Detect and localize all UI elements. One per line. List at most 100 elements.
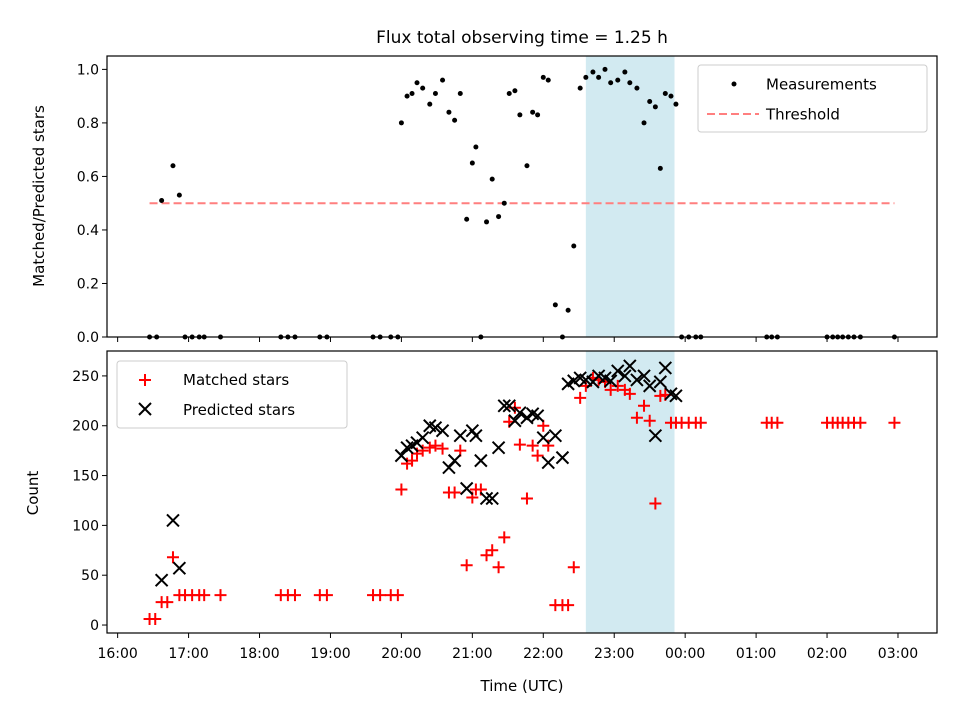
predicted-star-point <box>530 409 545 423</box>
measurement-point <box>473 144 479 150</box>
measurement-point <box>540 74 546 80</box>
top-plot-frame <box>106 55 938 338</box>
top-y-axis-ticks: 0.0 0.2 0.4 0.6 0.8 1.0 <box>77 62 107 346</box>
x-tick-label: 21:00 <box>452 646 492 662</box>
top-legend: Measurements Threshold <box>697 64 928 133</box>
measurement-point <box>427 101 433 107</box>
predicted-star-point <box>603 374 618 388</box>
predicted-star-point <box>618 369 632 383</box>
measurement-point <box>176 192 182 198</box>
matched-star-point <box>391 589 404 602</box>
predicted-star-point <box>394 448 409 463</box>
measurement-point <box>602 66 608 72</box>
legend-predicted-marker <box>138 402 152 416</box>
matched-star-point <box>574 391 587 404</box>
x-tick-label: 17:00 <box>168 646 208 662</box>
measurement-point <box>432 90 438 96</box>
bottom-y-axis-label: Count <box>24 471 42 516</box>
measurement-point <box>673 101 679 107</box>
y-tick-label: 0.4 <box>77 223 99 239</box>
matched-star-point <box>149 613 162 626</box>
matched-star-point <box>448 486 461 499</box>
x-tick-label: 03:00 <box>878 646 918 662</box>
measurement-point <box>469 160 475 166</box>
predicted-star-point <box>630 373 644 387</box>
matched-star-point <box>604 383 617 396</box>
matched-star-point <box>320 589 333 602</box>
predicted-star-point <box>491 440 506 455</box>
measurement-point <box>501 200 507 206</box>
legend-predicted-label: Predicted stars <box>183 401 295 419</box>
measurement-point <box>571 243 577 249</box>
measurement-point <box>506 90 512 96</box>
measurement-point <box>512 88 518 94</box>
legend-matched-label: Matched stars <box>183 371 289 389</box>
measurement-point <box>446 109 452 115</box>
matched-star-point <box>694 416 707 429</box>
predicted-star-point <box>637 369 651 383</box>
measurement-point <box>662 90 668 96</box>
legend-measurements-label: Measurements <box>766 76 877 94</box>
x-tick-label: 22:00 <box>523 646 563 662</box>
legend-threshold-label: Threshold <box>765 106 840 124</box>
y-tick-label: 0.8 <box>77 116 99 132</box>
measurement-point <box>489 176 495 182</box>
measurement-point <box>404 93 410 99</box>
matched-star-point <box>567 561 580 574</box>
predicted-star-point <box>669 389 683 403</box>
matched-star-point <box>214 589 227 602</box>
matched-star-point <box>492 561 505 574</box>
matched-star-point <box>513 438 526 451</box>
matched-star-point <box>374 589 387 602</box>
measurement-point <box>535 112 541 118</box>
measurement-point <box>622 69 628 75</box>
predicted-star-point <box>453 428 467 443</box>
predicted-star-point <box>653 375 668 389</box>
matched-star-point <box>416 444 429 457</box>
predicted-star-point <box>658 361 673 375</box>
matched-star-point <box>630 411 643 424</box>
top-legend-box <box>697 64 928 133</box>
predicted-star-point <box>555 450 570 465</box>
matched-star-point <box>161 596 174 609</box>
matched-star-point <box>623 387 636 400</box>
measurement-point <box>517 112 523 118</box>
y-tick-label: 0.6 <box>77 169 99 185</box>
predicted-star-point <box>623 359 637 373</box>
x-tick-label: 23:00 <box>594 646 634 662</box>
matched-star-point <box>406 454 419 467</box>
measurement-point <box>583 74 589 80</box>
predicted-star-point <box>415 430 430 445</box>
matched-star-point <box>638 399 651 412</box>
matched-star-point <box>423 441 436 454</box>
y-tick-label: 0.2 <box>77 276 99 292</box>
matched-star-point <box>643 414 656 427</box>
measurement-point <box>552 302 558 308</box>
measurement-point <box>657 165 663 171</box>
matched-star-point <box>166 551 179 564</box>
measurement-point <box>652 104 658 110</box>
y-tick-label: 0.0 <box>77 330 99 346</box>
matched-star-point <box>649 497 662 510</box>
x-tick-label: 16:00 <box>97 646 137 662</box>
measurement-point <box>647 98 653 104</box>
measurement-point <box>457 90 463 96</box>
bottom-panel: 0 50 100 150 200 250 16:00 17:00 18:00 19:00 20:0… <box>24 350 938 695</box>
top-y-axis-label: Matched/Predicted stars <box>30 105 48 287</box>
measurement-point <box>530 109 536 115</box>
matched-star-point <box>498 531 511 544</box>
legend-matched-marker <box>139 374 151 386</box>
measurement-point <box>641 120 647 126</box>
x-tick-label: 02:00 <box>807 646 847 662</box>
predicted-star-point <box>154 573 169 587</box>
matched-star-point <box>531 449 544 462</box>
measurement-point <box>596 74 602 80</box>
bottom-y-axis-ticks: 0 50 100 150 200 250 <box>72 369 107 634</box>
matched-star-point <box>486 544 499 557</box>
y-tick-label: 0 <box>90 618 99 634</box>
x-tick-label: 01:00 <box>736 646 776 662</box>
bottom-legend: Matched stars Predicted stars <box>116 360 348 429</box>
bottom-plot-frame <box>106 350 938 634</box>
measurement-point <box>496 214 502 220</box>
matched-star-point <box>771 416 784 429</box>
